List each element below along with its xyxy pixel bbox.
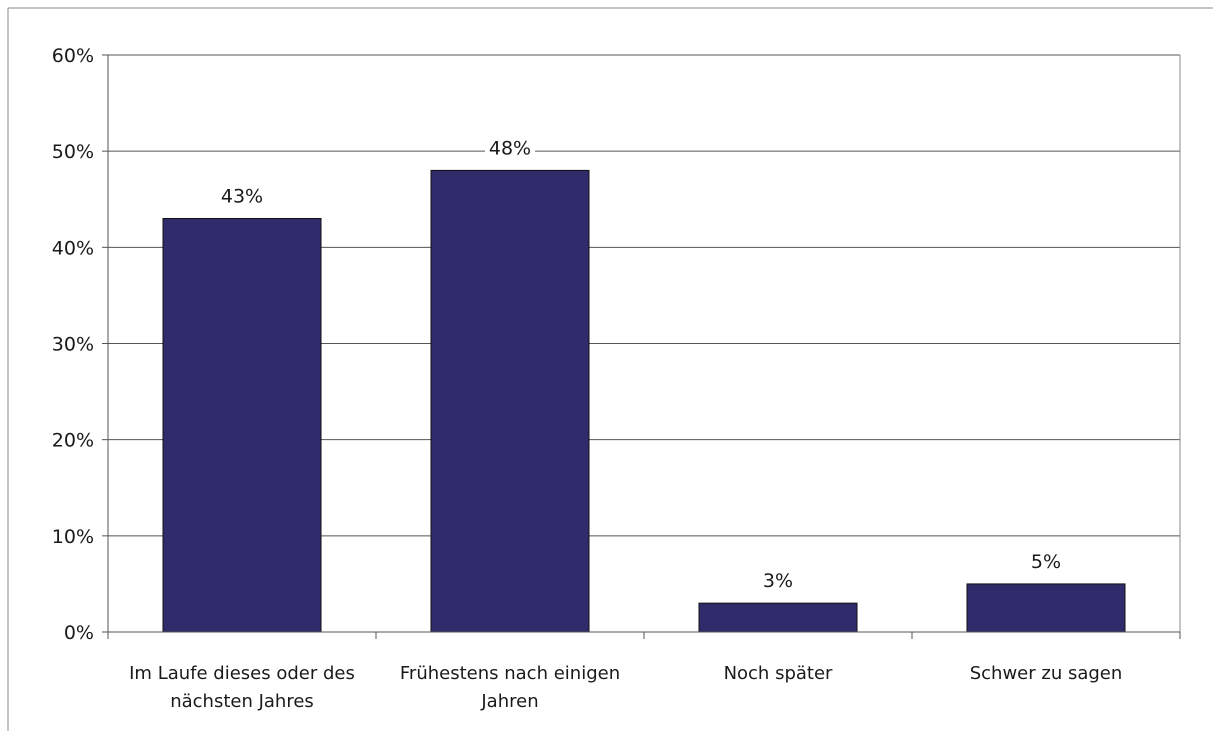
data-label-bg xyxy=(217,182,267,209)
y-tick-label: 60% xyxy=(52,45,94,67)
label-layer: 43% 48% 3% 5% xyxy=(217,134,1065,594)
bar xyxy=(698,602,858,633)
x-category-label: Frühestens nach einigen Jahren xyxy=(400,663,620,712)
data-label: 3% xyxy=(763,570,793,592)
x-category-label-line: nächsten Jahres xyxy=(170,691,314,712)
y-tick-label: 50% xyxy=(52,141,94,163)
x-category-label-line: Jahren xyxy=(480,691,538,712)
x-category-label-line: Schwer zu sagen xyxy=(970,663,1123,684)
data-label: 5% xyxy=(1031,551,1061,573)
data-label: 48% xyxy=(489,137,531,159)
axis-layer: 0% 10% 20% 30% 40% 50% 60% Im Laufe dieses oder… xyxy=(52,45,1181,712)
y-tick-label: 30% xyxy=(52,334,94,356)
x-category-label-line: Frühestens nach einigen xyxy=(400,663,620,684)
bar-layer xyxy=(162,169,1126,633)
x-category-label: Noch später xyxy=(724,663,833,684)
data-label-bg xyxy=(1027,547,1065,574)
y-tick-label: 0% xyxy=(64,622,94,644)
x-category-label: Im Laufe dieses oder des nächsten Jahres xyxy=(129,663,355,712)
x-category-label-line: Im Laufe dieses oder des xyxy=(129,663,355,684)
x-category-label: Schwer zu sagen xyxy=(970,663,1123,684)
y-tick-label: 20% xyxy=(52,430,94,452)
bar xyxy=(966,583,1126,633)
data-label-bg xyxy=(485,134,535,161)
y-tick-label: 10% xyxy=(52,526,94,548)
bar xyxy=(430,169,590,633)
x-category-label-line: Noch später xyxy=(724,663,833,684)
y-tick-label: 40% xyxy=(52,237,94,259)
data-label: 43% xyxy=(221,185,263,207)
data-label-bg xyxy=(759,567,797,594)
bar xyxy=(162,217,322,633)
